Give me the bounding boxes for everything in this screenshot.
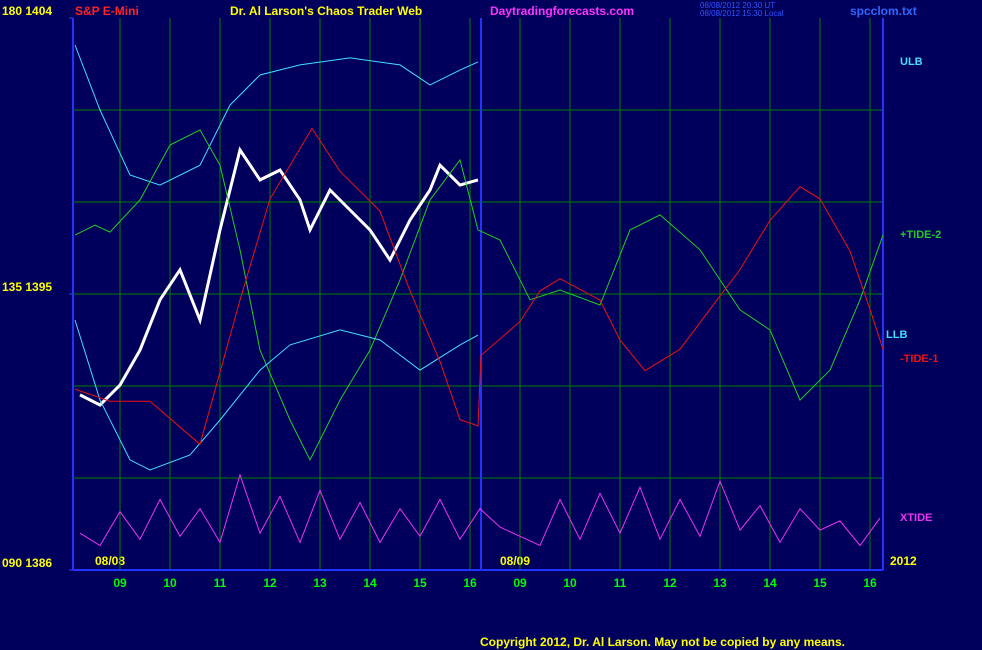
x-tick-label: 14 [363,576,377,590]
x-tick-label: 13 [713,576,727,590]
chart-title: Dr. Al Larson's Chaos Trader Web [230,4,422,18]
series-line [74,319,479,471]
x-tick-label: 15 [813,576,827,590]
x-tick-label: 14 [763,576,777,590]
timestamp: 08/08/2012 20:30 UT [700,1,775,10]
y-tick-label: 090 1386 [2,556,52,570]
x-tick-label: 09 [113,576,127,590]
series-line [79,146,479,407]
series-label: LLB [886,329,907,341]
timestamp: 08/08/2012 15:30 Local [700,9,784,18]
x-tick-label: 10 [163,576,177,590]
series-line [74,127,884,446]
x-tick-label: 10 [563,576,577,590]
series-line [79,473,881,547]
series-label: -TIDE-1 [900,353,939,365]
series-label: ULB [900,56,923,68]
site: Daytradingforecasts.com [490,4,634,18]
x-tick-label: 16 [463,576,477,590]
copyright: Copyright 2012, Dr. Al Larson. May not b… [480,635,845,649]
x-tick-label: 15 [413,576,427,590]
y-tick-label: 135 1395 [2,280,52,294]
x-tick-label: 09 [513,576,527,590]
x-tick-label: 11 [614,576,627,590]
x-tick-label: 12 [663,576,677,590]
x-tick-label: 11 [214,576,227,590]
date-label: 08/09 [500,554,530,568]
symbol: S&P E-Mini [75,4,139,18]
series-line [74,129,884,462]
series-label: +TIDE-2 [900,229,941,241]
file-name: spcclom.txt [850,4,917,18]
date-label: 2012 [890,554,917,568]
x-tick-label: 16 [863,576,877,590]
date-label: 08/08 [95,554,125,568]
y-tick-label: 180 1404 [2,4,52,18]
series-label: XTIDE [900,512,932,524]
series-line [74,44,479,186]
x-tick-label: 13 [313,576,327,590]
x-tick-label: 12 [263,576,277,590]
